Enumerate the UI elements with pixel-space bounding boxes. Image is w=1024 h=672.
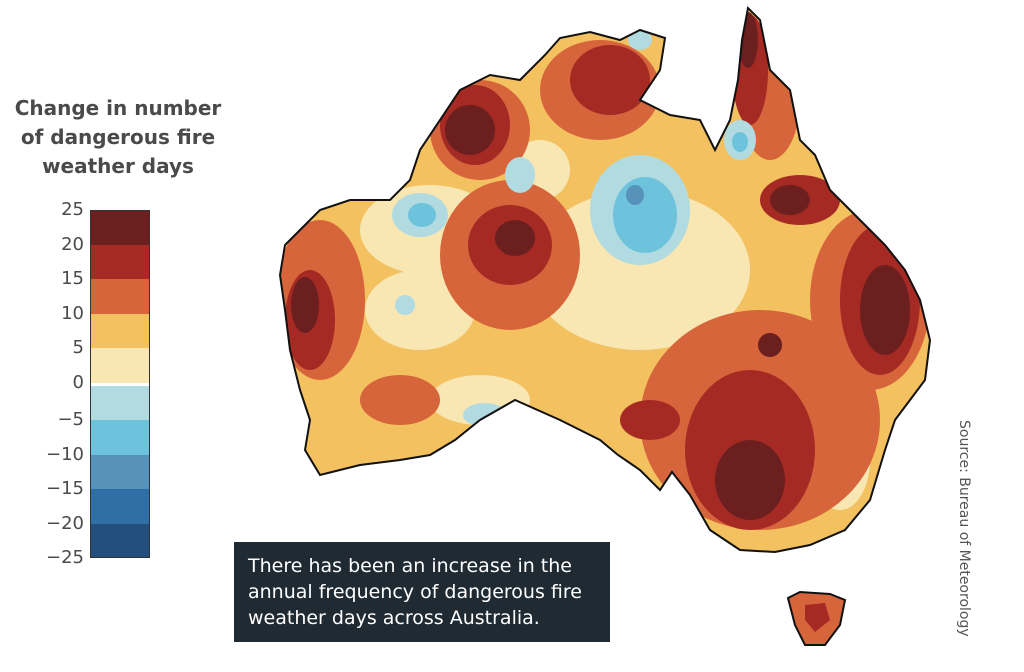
legend-tick-label: 5 [72, 337, 84, 358]
legend-swatch [90, 210, 150, 245]
legend-swatch [90, 420, 150, 455]
heatmap-fill [280, 8, 930, 552]
caption-text: There has been an increase in the annual… [248, 555, 582, 629]
caption-box: There has been an increase in the annual… [234, 542, 610, 642]
legend-swatch [90, 313, 150, 348]
legend-tick-label: −20 [46, 512, 84, 534]
legend-swatch [90, 348, 150, 383]
legend-zero-gap [90, 382, 150, 386]
legend-swatch [90, 244, 150, 279]
legend-tick-label: −5 [57, 409, 84, 430]
legend-swatch [90, 454, 150, 489]
legend-swatch [90, 523, 150, 558]
legend-swatch [90, 279, 150, 314]
legend-title-line-3: weather days [42, 154, 194, 178]
legend-swatch [90, 489, 150, 524]
tasmania-hotspot [805, 603, 830, 632]
legend-tick-label: 10 [61, 302, 84, 324]
legend-tick-label: −15 [46, 478, 84, 499]
legend-title-line-2: of dangerous fire [20, 125, 216, 149]
legend-title-line-1: Change in number [14, 96, 222, 120]
legend-swatch [90, 385, 150, 420]
source-credit: Source: Bureau of Meteorology [956, 420, 972, 637]
legend-tick-label: 25 [61, 199, 84, 220]
legend-tick-label: −25 [46, 547, 84, 568]
legend-tick-label: 0 [72, 371, 84, 393]
legend-tick-label: 20 [61, 233, 84, 255]
legend-tick-label: 15 [61, 268, 84, 289]
legend-title: Change in number of dangerous fire weath… [8, 94, 228, 181]
legend-tick-label: −10 [46, 443, 84, 465]
